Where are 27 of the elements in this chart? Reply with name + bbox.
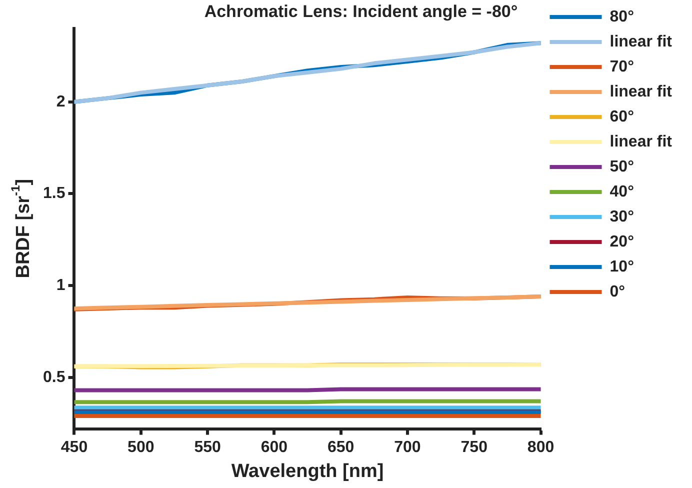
y-tick-label: 1.5 [42, 185, 66, 202]
x-tick-label: 600 [260, 438, 288, 456]
legend-label: 10° [610, 258, 634, 276]
legend-label: 70° [610, 58, 634, 76]
x-tick-label: 450 [60, 438, 88, 456]
chart-title: Achromatic Lens: Incident angle = -80° [204, 2, 518, 21]
x-axis-title: Wavelength [nm] [231, 461, 384, 482]
x-tick-label: 800 [527, 438, 554, 456]
legend-label: 20° [610, 233, 634, 250]
x-tick-label: 650 [327, 438, 354, 456]
y-axis-title: BRDF [sr-1] [8, 178, 34, 278]
x-tick-label: 750 [460, 438, 488, 456]
y-tick-label: 0.5 [42, 368, 66, 386]
legend-label: linear fit [610, 133, 673, 150]
y-tick-label: 1 [56, 276, 66, 294]
legend-label: 60° [610, 108, 634, 126]
legend-label: 40° [610, 183, 634, 200]
x-tick-label: 550 [194, 438, 221, 456]
legend-label: 0° [610, 283, 626, 300]
x-tick-label: 700 [394, 438, 421, 456]
legend-label: 80° [610, 8, 634, 26]
x-tick-label: 500 [128, 438, 154, 456]
legend-label: 50° [610, 158, 634, 176]
legend-label: 30° [610, 208, 634, 226]
legend-label: linear fit [610, 33, 673, 50]
legend-label: linear fit [610, 83, 673, 100]
y-tick-label: 2 [56, 93, 66, 110]
